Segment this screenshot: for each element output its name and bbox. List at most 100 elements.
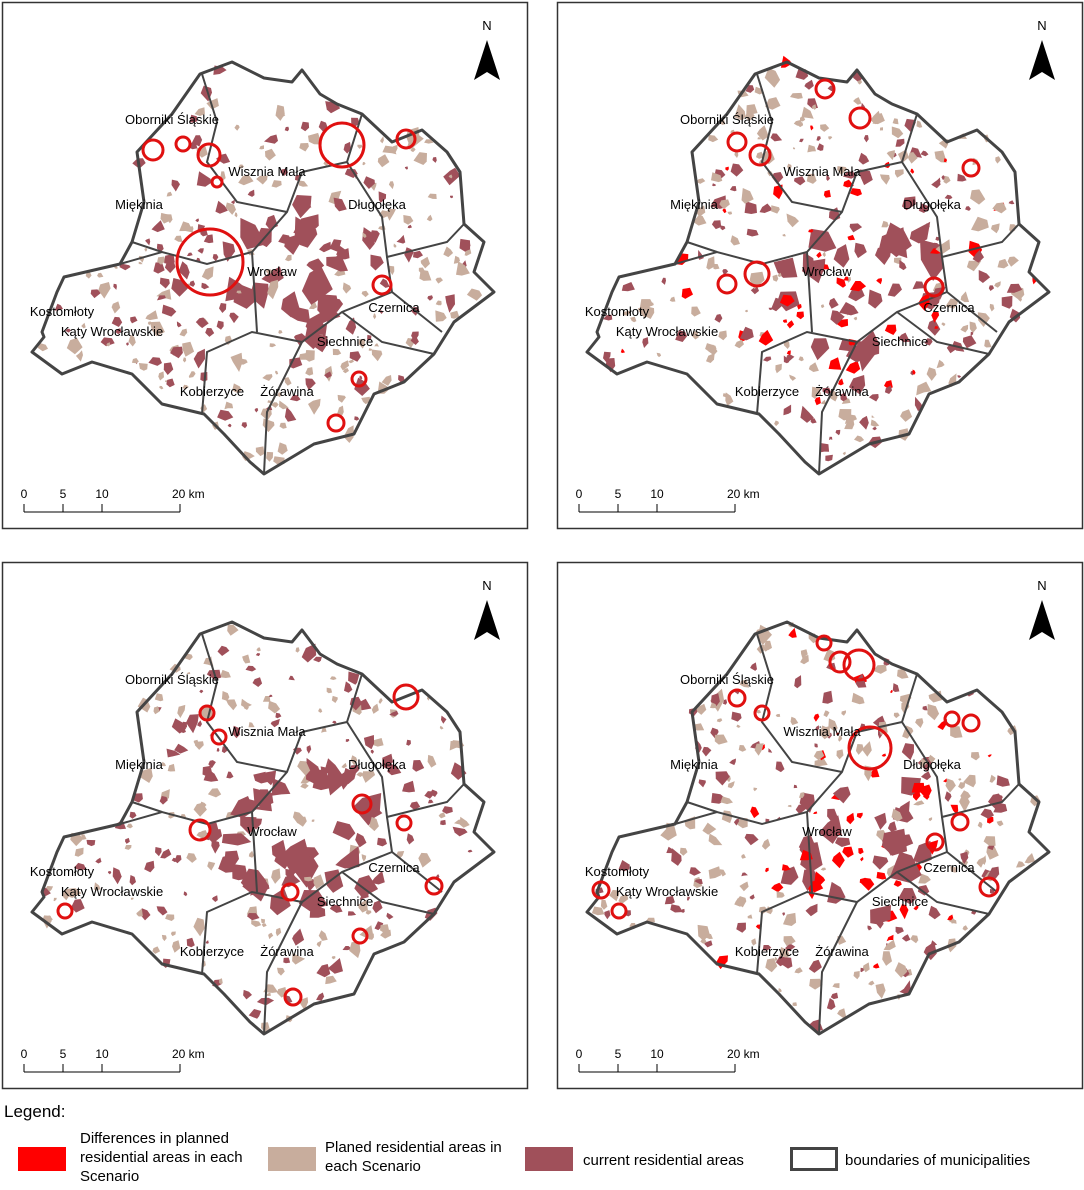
residential-patch [230, 352, 243, 372]
residential-patch [238, 174, 254, 186]
residential-patch [324, 371, 332, 379]
residential-patch [823, 264, 830, 270]
residential-patch [294, 216, 318, 248]
residential-patch [661, 277, 666, 285]
residential-patch [972, 250, 984, 263]
highlight-circle [978, 876, 1000, 898]
residential-patch [387, 763, 402, 776]
residential-patch [326, 687, 333, 694]
residential-patch [361, 854, 367, 862]
residential-patch [642, 337, 649, 348]
residential-patch [879, 127, 883, 131]
residential-patch [702, 822, 717, 835]
residential-patch [166, 191, 173, 197]
residential-patch [441, 715, 447, 724]
residential-patch [749, 894, 755, 900]
residential-patch [466, 288, 483, 301]
residential-patch [379, 310, 384, 314]
residential-patch [816, 136, 821, 141]
residential-patch [128, 334, 136, 347]
municipality-label: Wisznia Mała [228, 724, 306, 739]
north-arrow [474, 40, 500, 80]
scale-label: 5 [60, 1047, 67, 1061]
residential-patch [739, 679, 750, 688]
residential-patch [839, 302, 859, 316]
residential-patch [306, 757, 323, 785]
residential-patch [912, 281, 925, 290]
residential-patch [736, 922, 746, 933]
residential-patch [284, 406, 297, 422]
municipality-label: Wisznia Mała [783, 724, 861, 739]
residential-patch [440, 819, 446, 826]
residential-patch [923, 793, 930, 800]
residential-patch [156, 295, 166, 301]
highlight-circle [395, 128, 417, 150]
residential-patch [316, 964, 331, 978]
residential-patch [934, 326, 939, 329]
residential-patch [280, 838, 311, 876]
residential-patch [774, 956, 778, 962]
residential-patch [331, 695, 338, 703]
residential-patch [365, 910, 372, 915]
residential-patch [797, 122, 804, 128]
residential-patch [355, 832, 367, 848]
residential-patch [325, 975, 337, 985]
residential-patch [891, 126, 904, 139]
scale-label: 5 [60, 487, 67, 501]
residential-patch [696, 178, 706, 184]
residential-patch [849, 223, 863, 233]
residential-patch [770, 133, 783, 142]
residential-patch [815, 725, 820, 731]
residential-patch [309, 302, 318, 310]
residential-patch [386, 208, 396, 221]
residential-patch [731, 711, 742, 722]
residential-patch [786, 320, 795, 329]
residential-patch [37, 343, 48, 352]
residential-patch [450, 310, 460, 319]
residential-patch [800, 116, 806, 122]
residential-patch [147, 321, 152, 326]
residential-patch [892, 118, 899, 125]
residential-patch [950, 726, 963, 738]
residential-patch [342, 368, 349, 374]
residential-patch [131, 358, 139, 364]
residential-patch [711, 220, 722, 230]
residential-patch [986, 846, 999, 860]
residential-patch [165, 214, 173, 224]
municipality-boundary [756, 633, 843, 773]
municipality-boundary [119, 171, 303, 266]
residential-patch [889, 851, 922, 883]
residential-patch [792, 1002, 797, 1007]
residential-patch [782, 912, 785, 916]
residential-patch [115, 328, 122, 335]
residential-patch [329, 904, 343, 913]
residential-patch [278, 234, 293, 244]
residential-patch [229, 312, 239, 324]
residential-patch [242, 654, 251, 664]
residential-patch [720, 225, 726, 231]
residential-patch [159, 277, 170, 289]
residential-patch [371, 349, 383, 362]
residential-patch [664, 895, 675, 905]
residential-patch [813, 811, 818, 814]
residential-patch [231, 199, 235, 205]
residential-patch [160, 848, 172, 859]
residential-patch [410, 147, 416, 153]
residential-patch [816, 251, 822, 258]
residential-patch [445, 294, 455, 313]
residential-patch [297, 760, 311, 776]
residential-patch [887, 283, 902, 297]
residential-patch [197, 248, 204, 254]
municipality-boundary [756, 291, 948, 415]
residential-patch [194, 107, 205, 116]
residential-patch [409, 801, 421, 811]
residential-patch [354, 416, 360, 421]
residential-patch [868, 394, 879, 402]
residential-patch [155, 847, 162, 857]
residential-patch [324, 758, 343, 776]
residential-patch [987, 754, 992, 758]
residential-patch [850, 188, 862, 197]
residential-patch [352, 793, 382, 826]
residential-patch [313, 874, 325, 890]
residential-patch [764, 68, 781, 88]
